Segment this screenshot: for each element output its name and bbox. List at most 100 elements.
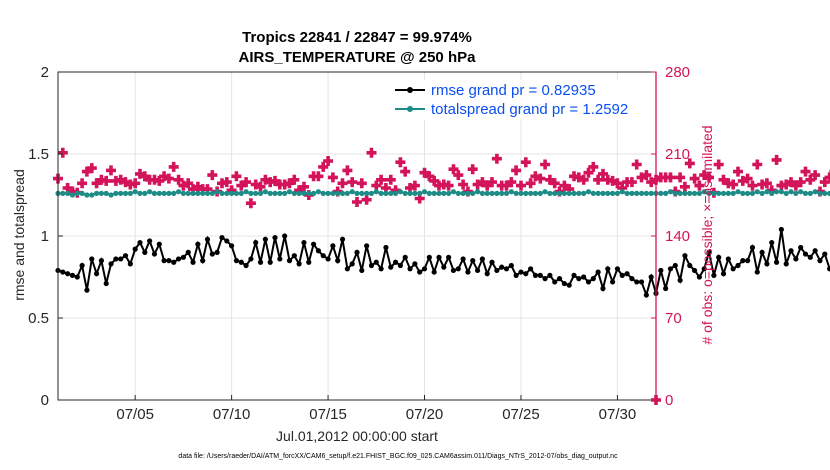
rmse-point	[373, 259, 379, 265]
obs-point	[260, 174, 271, 185]
spread-point	[436, 190, 442, 196]
spread-point	[383, 190, 389, 196]
spread-point	[98, 190, 105, 196]
obs-point	[250, 179, 261, 190]
obs-point	[120, 177, 131, 188]
spread-point	[306, 190, 312, 196]
obs-point	[409, 180, 420, 191]
obs-point	[255, 181, 266, 192]
rmse-point	[716, 254, 722, 260]
rmse-point	[243, 262, 249, 269]
rmse-point	[229, 243, 235, 249]
obs-point	[130, 178, 141, 189]
rmse-point	[581, 274, 587, 280]
rmse-point	[320, 253, 326, 259]
obs-point	[299, 181, 309, 192]
spread-point	[556, 190, 563, 196]
rmse-point	[417, 269, 423, 275]
y-tick-label: 1.5	[28, 146, 49, 163]
rmse-point	[691, 267, 698, 274]
rmse-point	[773, 259, 780, 265]
spread-point	[759, 190, 765, 196]
rmse-point	[537, 272, 543, 278]
spread-point	[147, 189, 153, 195]
spread-point	[711, 190, 717, 196]
spread-point	[219, 190, 225, 196]
rmse-point	[354, 249, 360, 255]
spread-point	[204, 190, 211, 196]
rmse-point	[364, 243, 370, 249]
rmse-point	[643, 292, 649, 298]
obs-point	[81, 166, 92, 177]
spread-point	[441, 190, 447, 196]
rmse-point	[600, 285, 606, 292]
obs-point	[183, 178, 194, 189]
spread-point	[79, 190, 85, 196]
rmse-point	[465, 269, 471, 275]
obs-point	[135, 168, 145, 179]
obs-point	[173, 174, 184, 185]
obs-point	[742, 173, 753, 184]
spread-point	[827, 190, 830, 196]
spread-point	[667, 189, 674, 195]
obs-point	[737, 175, 748, 186]
rmse-point	[142, 249, 148, 255]
spread-point	[421, 189, 428, 195]
spread-point	[561, 190, 567, 196]
y2-tick-label: 140	[665, 228, 690, 245]
rmse-point	[315, 248, 322, 254]
rmse-point	[103, 280, 109, 287]
spread-point	[595, 190, 601, 196]
obs-point	[819, 177, 830, 188]
rmse-point	[344, 266, 350, 272]
rmse-point	[349, 261, 355, 267]
rmse-point	[822, 251, 828, 257]
spread-point	[103, 190, 109, 196]
spread-point	[301, 190, 307, 196]
spread-point	[166, 190, 172, 196]
spread-point	[388, 190, 394, 196]
obs-point	[106, 165, 116, 176]
rmse-point	[552, 279, 558, 285]
obs-point	[617, 183, 628, 193]
y-tick-label: 2	[41, 64, 49, 81]
spread-point	[60, 190, 66, 196]
x-tick-label: 07/30	[599, 406, 637, 423]
obs-point	[289, 174, 300, 185]
spread-point	[354, 190, 360, 196]
obs-point	[593, 174, 604, 185]
legend-rmse-marker	[407, 87, 413, 93]
obs-point	[284, 178, 295, 189]
spread-point	[672, 190, 678, 196]
rmse-point	[127, 261, 133, 267]
spread-point	[508, 189, 514, 195]
spread-point	[161, 190, 167, 196]
spread-point	[547, 190, 553, 196]
legend-box	[394, 80, 644, 120]
rmse-point	[711, 272, 717, 278]
spread-point	[769, 190, 775, 196]
spread-point	[634, 190, 640, 196]
rmse-point	[663, 285, 669, 292]
obs-point	[443, 180, 454, 191]
spread-point	[224, 190, 230, 196]
rmse-point	[817, 258, 823, 264]
obs-point	[540, 159, 551, 170]
spread-point	[277, 190, 283, 196]
rmse-point	[335, 258, 341, 264]
spread-point	[185, 190, 191, 196]
rmse-point	[629, 276, 635, 282]
spread-point	[783, 190, 789, 196]
rmse-point	[204, 236, 211, 242]
spread-point	[609, 190, 616, 196]
obs-point	[202, 184, 213, 195]
rmse-point	[286, 258, 293, 264]
spread-point	[412, 190, 418, 196]
rmse-point	[166, 258, 172, 264]
obs-point	[231, 171, 242, 182]
obs-point	[689, 173, 700, 184]
rmse-point	[407, 266, 413, 272]
obs-point	[549, 178, 560, 189]
spread-point	[513, 190, 519, 196]
spread-point	[740, 190, 746, 196]
